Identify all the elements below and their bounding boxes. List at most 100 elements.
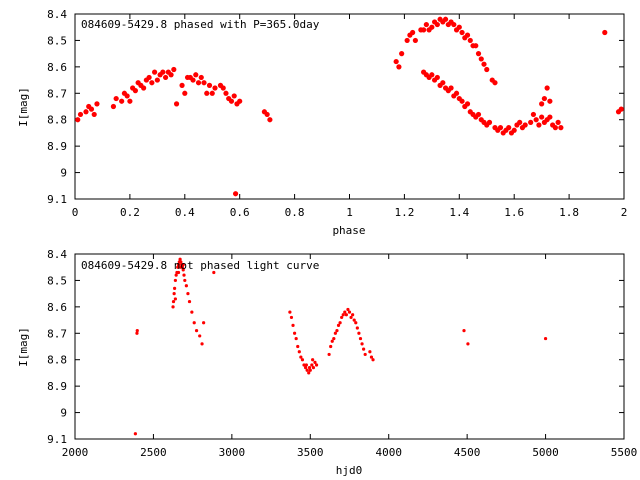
data-points [75,16,624,197]
data-point [300,358,305,362]
data-point [231,93,237,99]
y-tick-label: 8.9 [47,380,67,393]
x-tick-label: 0.2 [120,206,140,219]
y-tick-label: 8.7 [47,87,67,100]
data-point [296,344,300,349]
data-point [297,350,301,354]
data-point [475,51,482,57]
data-point [371,358,375,362]
y-tick-label: 9 [60,167,67,180]
data-point [192,321,196,325]
data-point [467,37,473,44]
data-point [332,336,336,341]
x-axis-label: phase [332,224,365,237]
data-point [307,366,312,370]
data-point [459,29,465,36]
x-tick-label: 1 [346,206,353,219]
data-point [423,21,429,28]
data-point [522,122,528,128]
data-point [497,125,504,131]
x-tick-label: 2500 [140,446,167,459]
data-point [190,310,194,314]
y-tick-label: 8.8 [47,354,67,367]
data-point [333,331,337,335]
x-tick-label: 0 [72,206,79,219]
data-point [357,331,361,335]
data-point [183,278,187,283]
x-tick-label: 5500 [611,446,638,459]
data-point [172,292,176,296]
data-point [555,119,561,125]
x-axis-label: hjd0 [336,464,363,477]
data-point [179,260,183,264]
data-point [110,103,117,110]
data-point [141,85,147,91]
data-point [198,334,202,338]
x-tick-label: 1.2 [394,206,414,219]
data-point [305,368,309,372]
data-point [451,21,457,28]
data-point [536,122,542,128]
data-point [533,117,539,123]
data-point [135,329,139,333]
data-point [347,310,352,314]
data-point [176,265,180,269]
data-point [168,72,174,78]
data-point [442,16,449,22]
data-point [558,125,564,131]
data-point [176,262,181,267]
x-tick-label: 3500 [297,446,324,459]
data-point [291,323,295,327]
axis-ticks: 0 0.2 0.4 0.6 0.8 1 1.2 1.4 1.6 1.8 2 8.4 8.5 8.6 8.7 8… [47,8,627,219]
y-axis-label: I[mag] [17,327,30,367]
y-tick-label: 8.8 [47,114,67,127]
data-point [299,355,303,359]
data-point [453,90,460,96]
y-tick-label: 8.7 [47,327,67,340]
data-point [412,37,418,44]
data-point [302,363,306,367]
data-point [475,111,482,118]
data-point [421,27,427,33]
x-tick-label: 1.4 [449,206,469,219]
data-point [602,29,608,36]
data-point [160,69,166,75]
data-point [154,77,160,83]
data-point [264,111,270,118]
data-point [237,98,243,104]
axis-ticks: 2000 2500 3000 3500 4000 4500 5000 5500 8.4 8.5 8.… [47,248,637,459]
data-point [204,90,210,96]
data-point [396,64,402,70]
data-point [552,125,558,131]
data-point [171,66,177,73]
data-point [195,80,202,86]
x-tick-label: 5000 [532,446,559,459]
data-point [173,101,180,107]
data-point [448,85,454,91]
data-point [352,318,356,322]
data-point [456,24,462,30]
data-point [173,297,177,301]
data-point [187,299,192,304]
data-point [462,329,466,333]
x-tick-label: 4000 [375,446,402,459]
y-tick-label: 8.6 [47,61,67,74]
data-point [124,93,130,99]
data-point [200,342,204,346]
y-tick-label: 9 [60,407,67,420]
data-point [341,313,345,317]
data-point [223,90,229,96]
data-point [368,350,372,354]
data-point [186,292,190,296]
phased-light-curve-panel: 0 0.2 0.4 0.6 0.8 1 1.2 1.4 1.6 1.8 2 8.4 8.5 8.6 8.7 8… [17,8,627,237]
data-point [486,119,493,125]
data-point [330,339,334,343]
data-point [351,313,355,317]
data-point [349,315,353,320]
data-point [173,278,177,283]
data-point [336,323,341,327]
x-tick-label: 0.4 [175,206,195,219]
data-point [393,58,399,65]
data-point [149,80,155,86]
